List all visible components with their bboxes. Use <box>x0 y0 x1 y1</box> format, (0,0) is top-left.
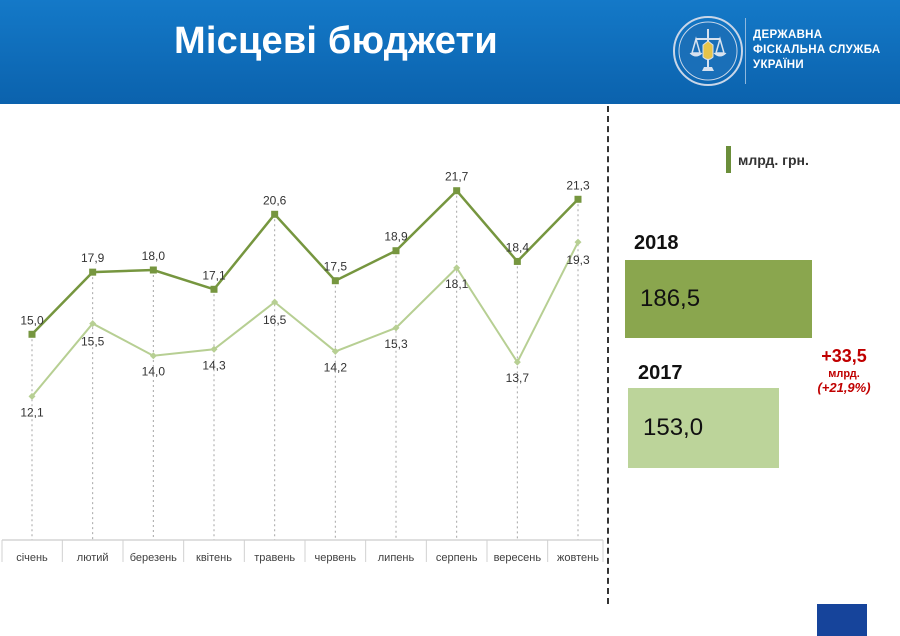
data-label: 15,5 <box>81 335 105 349</box>
data-label: 14,0 <box>142 365 166 379</box>
year-label-2017: 2017 <box>638 362 683 384</box>
logo-divider <box>745 18 746 84</box>
data-label: 18,0 <box>142 249 166 263</box>
data-point <box>89 268 97 276</box>
data-point <box>574 238 582 246</box>
data-point <box>513 257 521 265</box>
data-point <box>392 247 400 255</box>
data-label: 21,7 <box>445 170 469 184</box>
increase-percent: (+21,9%) <box>817 380 871 395</box>
x-tick-label: серпень <box>436 552 478 564</box>
header-bar: Місцеві бюджети ДЕРЖАВНА ФІСКАЛЬНА СЛУЖБ… <box>0 0 900 104</box>
data-point <box>331 347 339 355</box>
data-label: 13,7 <box>506 371 530 385</box>
total-box-2017: 153,0 <box>628 388 779 468</box>
x-tick-label: березень <box>130 552 177 564</box>
data-point <box>210 285 218 293</box>
increase-value: +33,5 <box>821 346 867 366</box>
data-label: 16,5 <box>263 313 287 327</box>
data-label: 19,3 <box>566 253 590 267</box>
monthly-line-chart: 15,0 17,9 18,0 17,1 20,6 17,5 18,9 21,7 18,4 21,3… <box>1 170 604 564</box>
data-label: 12,1 <box>20 405 44 419</box>
data-label: 20,6 <box>263 193 287 207</box>
page-title: Місцеві бюджети <box>174 20 498 62</box>
data-label: 18,4 <box>506 240 530 254</box>
tax-service-emblem-icon <box>673 16 743 86</box>
data-point <box>271 298 279 306</box>
data-point <box>453 264 461 272</box>
data-point <box>331 277 339 285</box>
increase-unit: млрд. <box>828 368 860 380</box>
series-line-0 <box>31 188 579 336</box>
x-tick-label: травень <box>254 552 295 564</box>
data-point <box>89 320 97 328</box>
legend-marker <box>726 146 731 173</box>
x-tick-label: лютий <box>77 552 109 564</box>
organization-name: ДЕРЖАВНА ФІСКАЛЬНА СЛУЖБА УКРАЇНИ <box>753 28 881 73</box>
corner-block <box>817 604 867 636</box>
data-point <box>149 352 157 360</box>
data-label: 14,3 <box>202 358 226 372</box>
org-line-2: ФІСКАЛЬНА СЛУЖБА <box>753 44 881 56</box>
data-label: 21,3 <box>566 178 590 192</box>
data-point <box>574 195 582 203</box>
x-tick-label: січень <box>16 552 48 564</box>
data-point <box>149 266 157 274</box>
data-point <box>271 210 279 218</box>
data-point <box>210 345 218 353</box>
total-value-2018: 186,5 <box>640 285 701 312</box>
org-line-1: ДЕРЖАВНА <box>753 29 823 41</box>
data-label: 18,1 <box>445 277 469 291</box>
series-line-1 <box>31 241 579 398</box>
data-label: 17,9 <box>81 251 105 265</box>
unit-label: млрд. грн. <box>738 152 809 168</box>
data-label: 15,0 <box>20 313 44 327</box>
data-label: 18,9 <box>384 230 408 244</box>
org-line-3: УКРАЇНИ <box>753 59 804 71</box>
total-box-2018: 186,5 <box>625 260 812 338</box>
data-point <box>453 187 461 195</box>
x-tick-label: квітень <box>196 552 232 564</box>
data-point <box>28 330 36 338</box>
data-point <box>392 324 400 332</box>
x-tick-label: вересень <box>494 552 542 564</box>
data-label: 14,2 <box>324 360 348 374</box>
x-tick-label: червень <box>315 552 357 564</box>
increase-annotation: +33,5 млрд. (+21,9%) <box>800 346 888 395</box>
data-point <box>513 358 521 366</box>
x-tick-label: жовтень <box>557 552 599 564</box>
data-label: 17,1 <box>202 268 226 282</box>
year-label-2018: 2018 <box>634 232 679 254</box>
data-point <box>28 392 36 400</box>
data-label: 15,3 <box>384 337 408 351</box>
data-label: 17,5 <box>324 260 348 274</box>
section-divider <box>607 106 609 604</box>
total-value-2017: 153,0 <box>643 414 704 441</box>
x-tick-label: липень <box>378 552 415 564</box>
